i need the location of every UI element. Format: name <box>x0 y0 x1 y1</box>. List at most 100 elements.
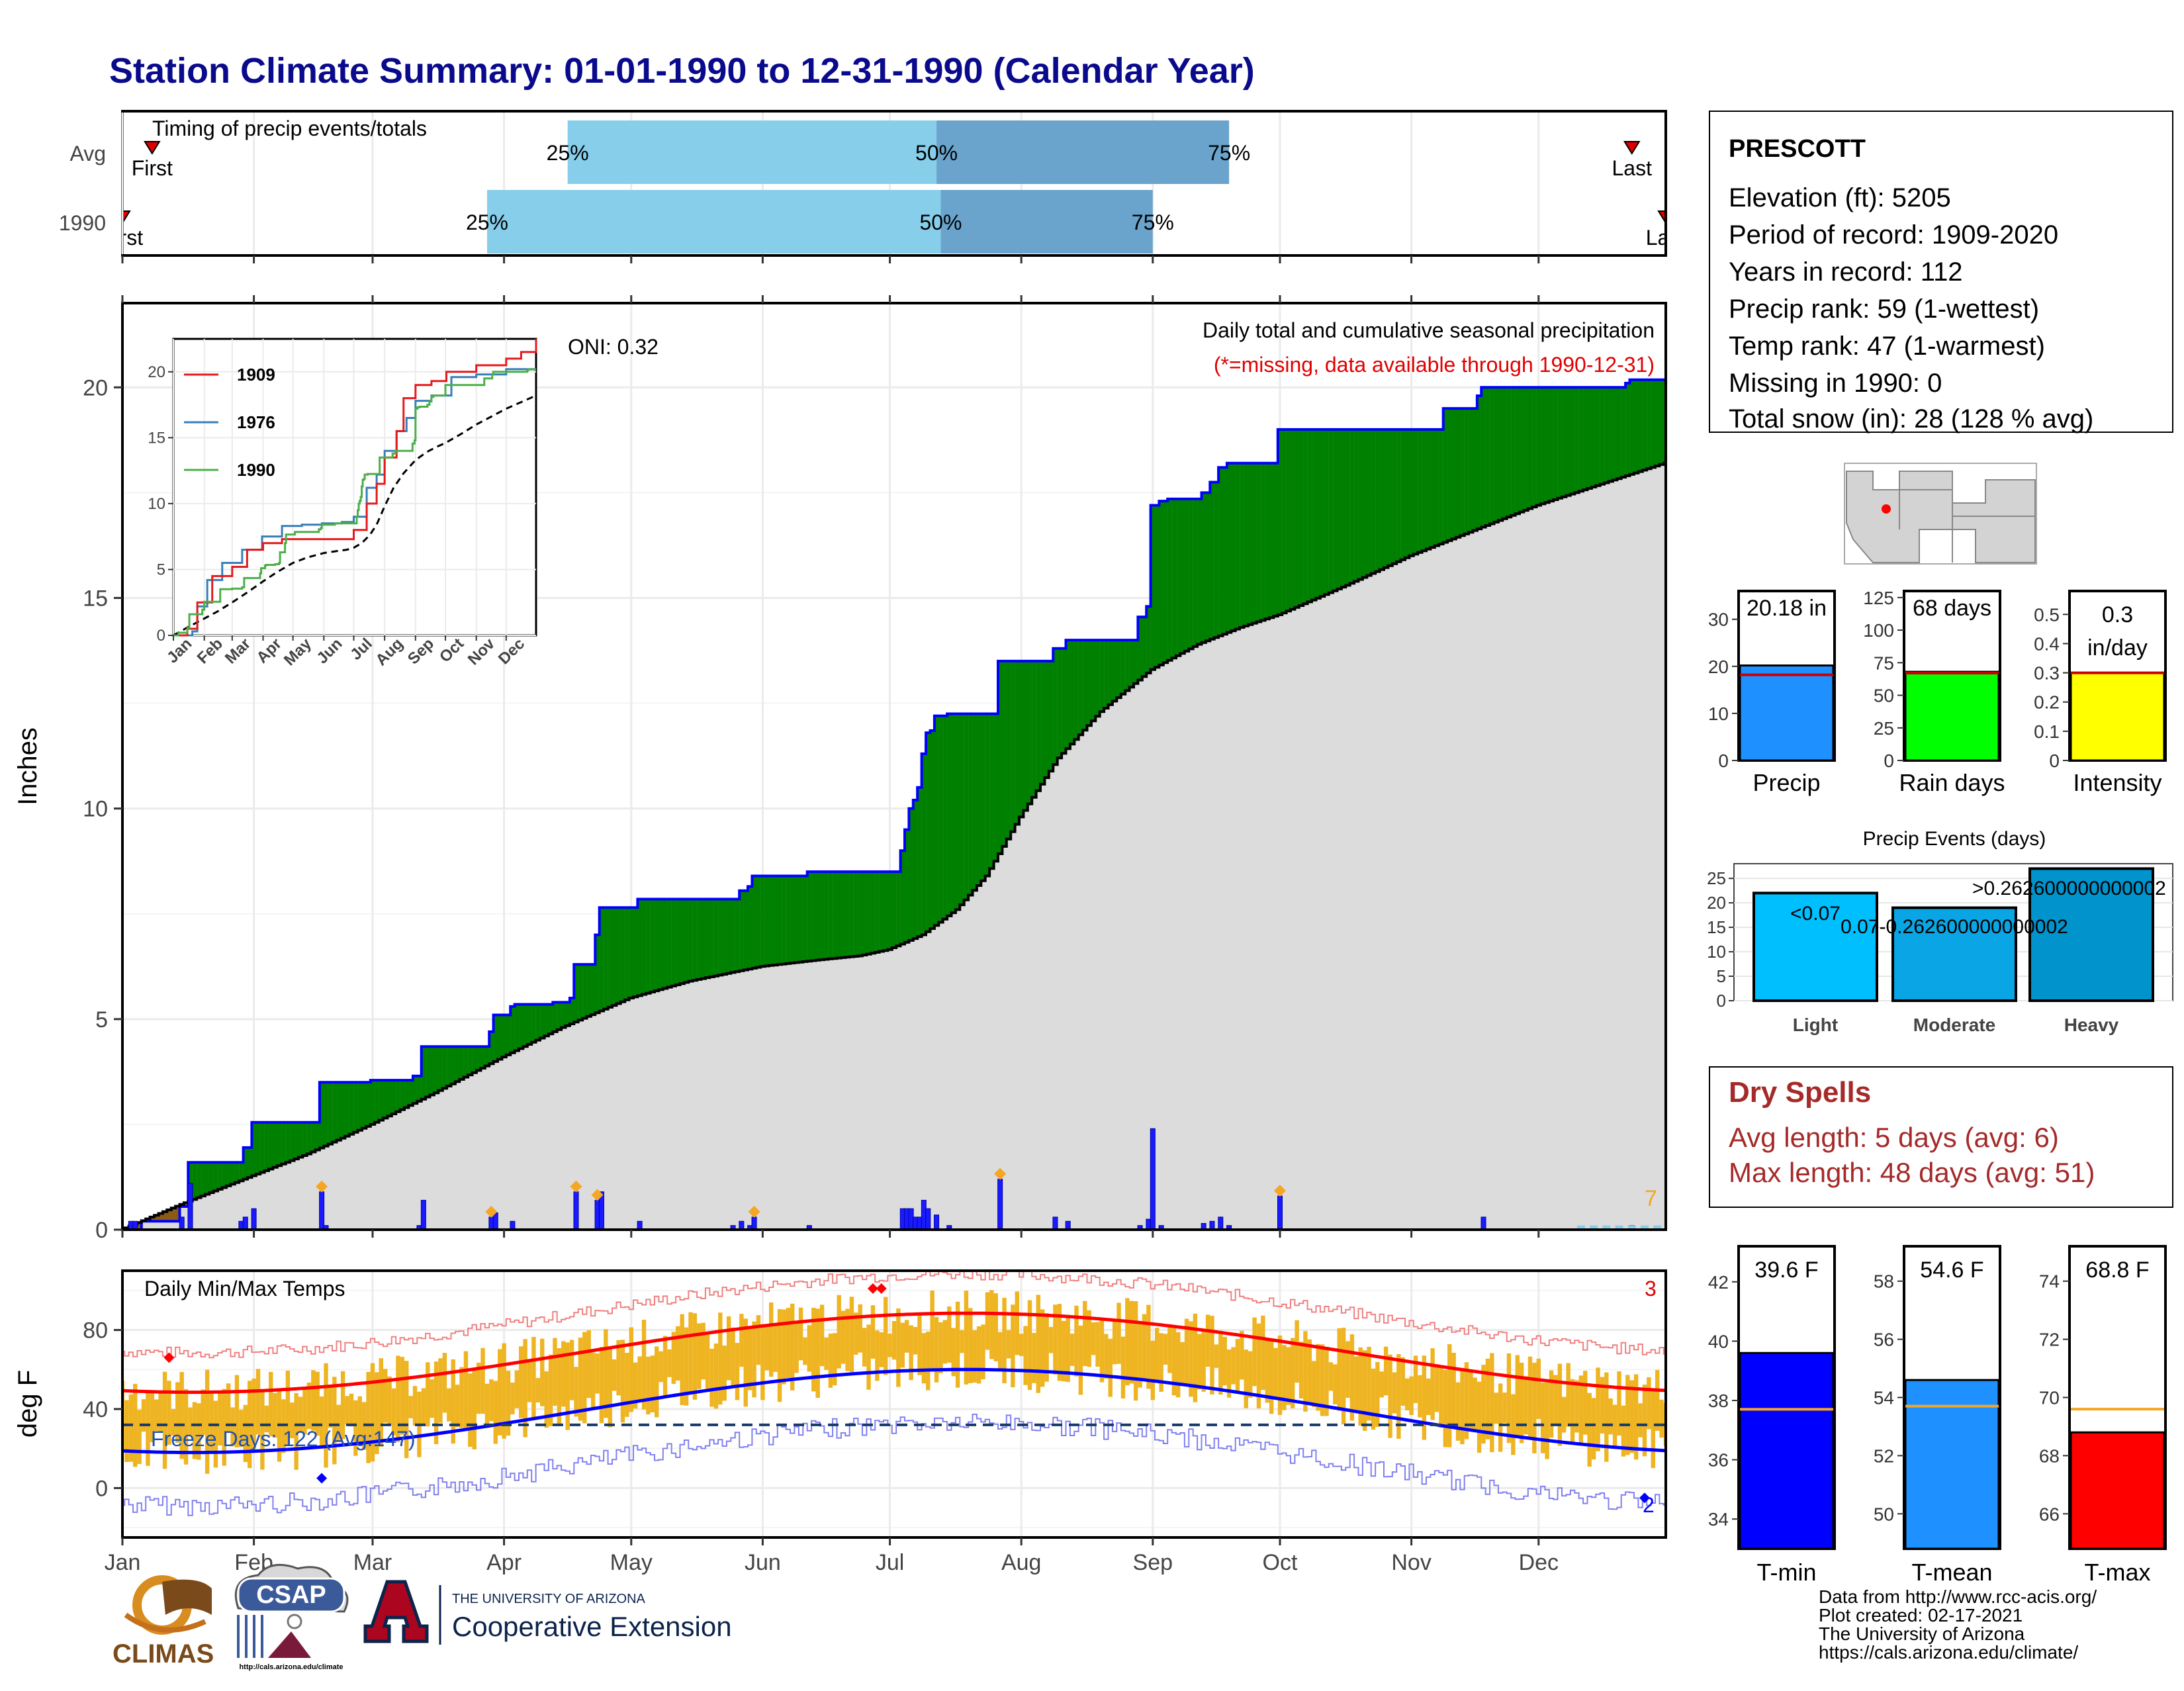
above-normal-surplus <box>1066 640 1071 749</box>
daily-temp-range-bar <box>676 1326 680 1381</box>
above-normal-surplus <box>1235 463 1240 629</box>
daily-temp-range-bar <box>1167 1327 1172 1373</box>
cumulative-1990-line <box>124 378 1664 1228</box>
above-normal-surplus <box>1193 498 1198 647</box>
daily-temp-range-bar <box>353 1400 358 1456</box>
daily-temp-range-bar <box>883 1297 888 1375</box>
daily-temp-range-bar <box>1240 1330 1244 1380</box>
above-normal-surplus <box>451 1046 456 1084</box>
daily-temp-range-bar <box>1248 1351 1253 1398</box>
daily-temp-range-bar <box>1583 1371 1588 1435</box>
daily-temp-range-bar <box>1655 1369 1660 1431</box>
cold-days-count: 2 <box>1643 1493 1655 1517</box>
month-label: Jan <box>105 1550 141 1575</box>
daily-temp-range-bar <box>400 1357 405 1435</box>
dry-spells-frame <box>1709 1066 2173 1208</box>
above-normal-surplus <box>764 876 770 966</box>
daily-precip-bar <box>934 1214 940 1228</box>
above-normal-surplus <box>1006 661 1011 839</box>
above-normal-surplus <box>951 713 956 913</box>
daily-temp-range-bar <box>1328 1362 1334 1391</box>
summary-bar-fill <box>1739 664 1835 762</box>
daily-temp-range-bar <box>1511 1394 1516 1455</box>
above-normal-surplus <box>1625 383 1630 476</box>
footer-line-3: https://cals.arizona.edu/climate/ <box>1819 1642 2078 1663</box>
daily-temp-range-bar <box>752 1321 756 1398</box>
above-normal-surplus <box>905 829 909 942</box>
inset-legend-label: 1976 <box>237 412 275 432</box>
above-normal-surplus <box>845 872 850 958</box>
daily-temp-range-bar <box>930 1290 934 1369</box>
daily-temp-range-bar <box>183 1389 189 1465</box>
summary-bar-label: Intensity <box>2073 769 2161 796</box>
daily-temp-range-bar <box>1469 1371 1473 1430</box>
above-normal-surplus <box>964 713 969 900</box>
summary-bar-ytick-label: 100 <box>1863 620 1894 641</box>
month-label: Jul <box>876 1550 904 1575</box>
temp-bar-ytick-label: 58 <box>1874 1271 1894 1292</box>
above-normal-surplus <box>383 1080 388 1119</box>
above-normal-surplus <box>1434 429 1439 546</box>
first-event-label: First <box>102 226 143 250</box>
above-normal-surplus <box>1541 387 1545 504</box>
daily-temp-range-bar <box>1218 1330 1223 1395</box>
temp-bar-ytick-label: 56 <box>1874 1330 1894 1350</box>
above-normal-surplus <box>1549 387 1554 502</box>
temp-bar-label: T-min <box>1757 1559 1817 1586</box>
above-normal-surplus <box>1383 429 1388 568</box>
above-normal-surplus <box>752 876 756 968</box>
above-normal-surplus <box>255 1122 261 1174</box>
daily-temp-range-bar <box>1527 1356 1533 1438</box>
daily-temp-range-bar <box>1506 1353 1512 1443</box>
daily-temp-range-bar <box>1464 1362 1469 1440</box>
above-normal-surplus <box>1142 617 1147 677</box>
below-normal-deficit <box>154 1215 159 1222</box>
daily-temp-range-bar <box>476 1362 481 1414</box>
daily-temp-range-bar <box>1362 1350 1367 1431</box>
temp-ytick-label: 80 <box>83 1318 108 1344</box>
daily-temp-range-bar <box>1205 1314 1210 1367</box>
above-normal-surplus <box>811 872 816 961</box>
summary-bar-value-label: 0.3 <box>2102 602 2133 627</box>
daily-temp-range-bar <box>790 1303 795 1391</box>
daily-temp-range-bar <box>133 1383 138 1467</box>
above-normal-surplus <box>1566 387 1571 496</box>
temp-bar-label: T-max <box>2084 1559 2150 1586</box>
daily-temp-range-bar <box>1057 1304 1062 1381</box>
daily-temp-range-bar <box>1541 1382 1545 1453</box>
temperature-panel-title: Daily Min/Max Temps <box>144 1277 345 1301</box>
above-normal-surplus <box>1413 429 1418 555</box>
above-normal-surplus <box>909 808 914 940</box>
daily-temp-range-bar <box>1019 1334 1024 1356</box>
daily-temp-range-bar <box>705 1332 710 1390</box>
above-normal-surplus <box>234 1162 240 1183</box>
daily-temp-range-bar <box>608 1346 612 1428</box>
daily-temp-range-bar <box>421 1388 426 1424</box>
below-normal-deficit <box>162 1211 167 1222</box>
above-normal-surplus <box>629 907 634 998</box>
daily-temp-range-bar <box>1312 1361 1316 1407</box>
above-normal-surplus <box>1469 408 1473 533</box>
summary-bar-value-label: 20.18 in <box>1747 596 1827 621</box>
above-normal-surplus <box>637 899 643 996</box>
above-normal-surplus <box>1269 463 1274 618</box>
above-normal-surplus <box>1205 492 1210 641</box>
daily-temp-range-bar <box>756 1315 761 1365</box>
daily-temp-range-bar <box>430 1379 434 1418</box>
above-normal-surplus <box>756 876 761 968</box>
daily-temp-range-bar <box>866 1324 871 1390</box>
daily-temp-range-bar <box>455 1385 460 1428</box>
dry-spells-max: Max length: 48 days (avg: 51) <box>1729 1157 2095 1188</box>
daily-temp-range-bar <box>917 1314 922 1375</box>
first-event-marker <box>144 141 161 155</box>
dry-spells-title: Dry Spells <box>1729 1076 1871 1109</box>
station-line-4: Temp rank: 47 (1-warmest) <box>1729 332 2045 361</box>
daily-temp-range-bar <box>1163 1334 1168 1365</box>
above-normal-surplus <box>1011 661 1015 832</box>
above-normal-surplus <box>285 1122 291 1163</box>
above-normal-surplus <box>192 1162 197 1200</box>
daily-temp-range-bar <box>1265 1338 1269 1403</box>
above-normal-surplus <box>612 907 617 1006</box>
above-normal-surplus <box>578 964 583 1021</box>
daily-temp-range-bar <box>942 1320 948 1364</box>
